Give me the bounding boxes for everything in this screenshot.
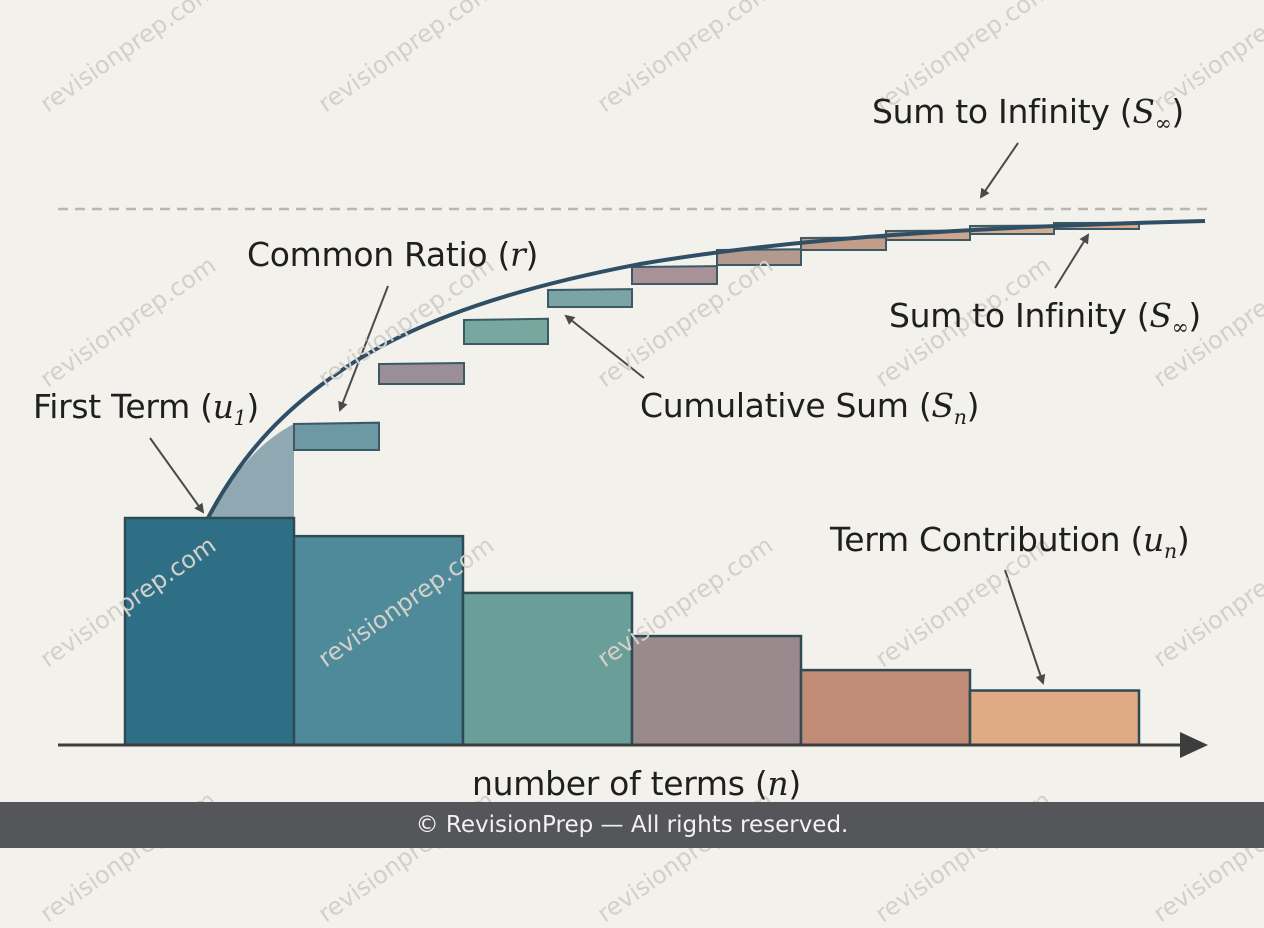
arrow-sum-infinity-right	[1054, 233, 1090, 289]
term-bars	[123, 516, 1141, 747]
label-sum-to-infinity-right: Sum to Infinity (S∞)	[889, 296, 1201, 340]
x-axis-label: number of terms (n)	[472, 764, 801, 803]
label-term-contribution: Term Contribution (un)	[830, 520, 1190, 564]
term-bar	[630, 634, 803, 747]
cumulative-step	[208, 424, 294, 518]
footer-bar: © RevisionPrep — All rights reserved.	[0, 802, 1264, 848]
arrow-first-term	[149, 437, 205, 514]
arrow-common-ratio	[338, 285, 389, 412]
arrow-sum-infinity-top	[979, 142, 1019, 199]
label-sum-to-infinity-top: Sum to Infinity (S∞)	[872, 92, 1184, 136]
cumulative-curve	[206, 219, 1206, 519]
label-common-ratio: Common Ratio (r)	[247, 235, 539, 274]
copyright-text: © RevisionPrep — All rights reserved.	[415, 812, 849, 838]
cumulative-step	[378, 361, 465, 385]
arrow-term-contribution	[1004, 569, 1046, 685]
term-bar	[292, 534, 465, 747]
cumulative-step	[631, 265, 718, 285]
geometric-series-diagram	[58, 142, 1212, 758]
cumulative-step	[293, 421, 380, 451]
term-bar	[968, 689, 1141, 747]
term-bar	[461, 591, 634, 747]
cumulative-step	[463, 317, 549, 345]
label-cumulative-sum: Cumulative Sum (Sn)	[640, 386, 980, 430]
x-axis-arrow-icon	[1180, 732, 1208, 758]
term-bar	[123, 516, 296, 747]
cumulative-step	[547, 288, 633, 308]
arrow-cumulative-sum	[564, 314, 645, 379]
label-first-term: First Term (u1)	[33, 387, 259, 431]
term-bar	[799, 668, 972, 747]
